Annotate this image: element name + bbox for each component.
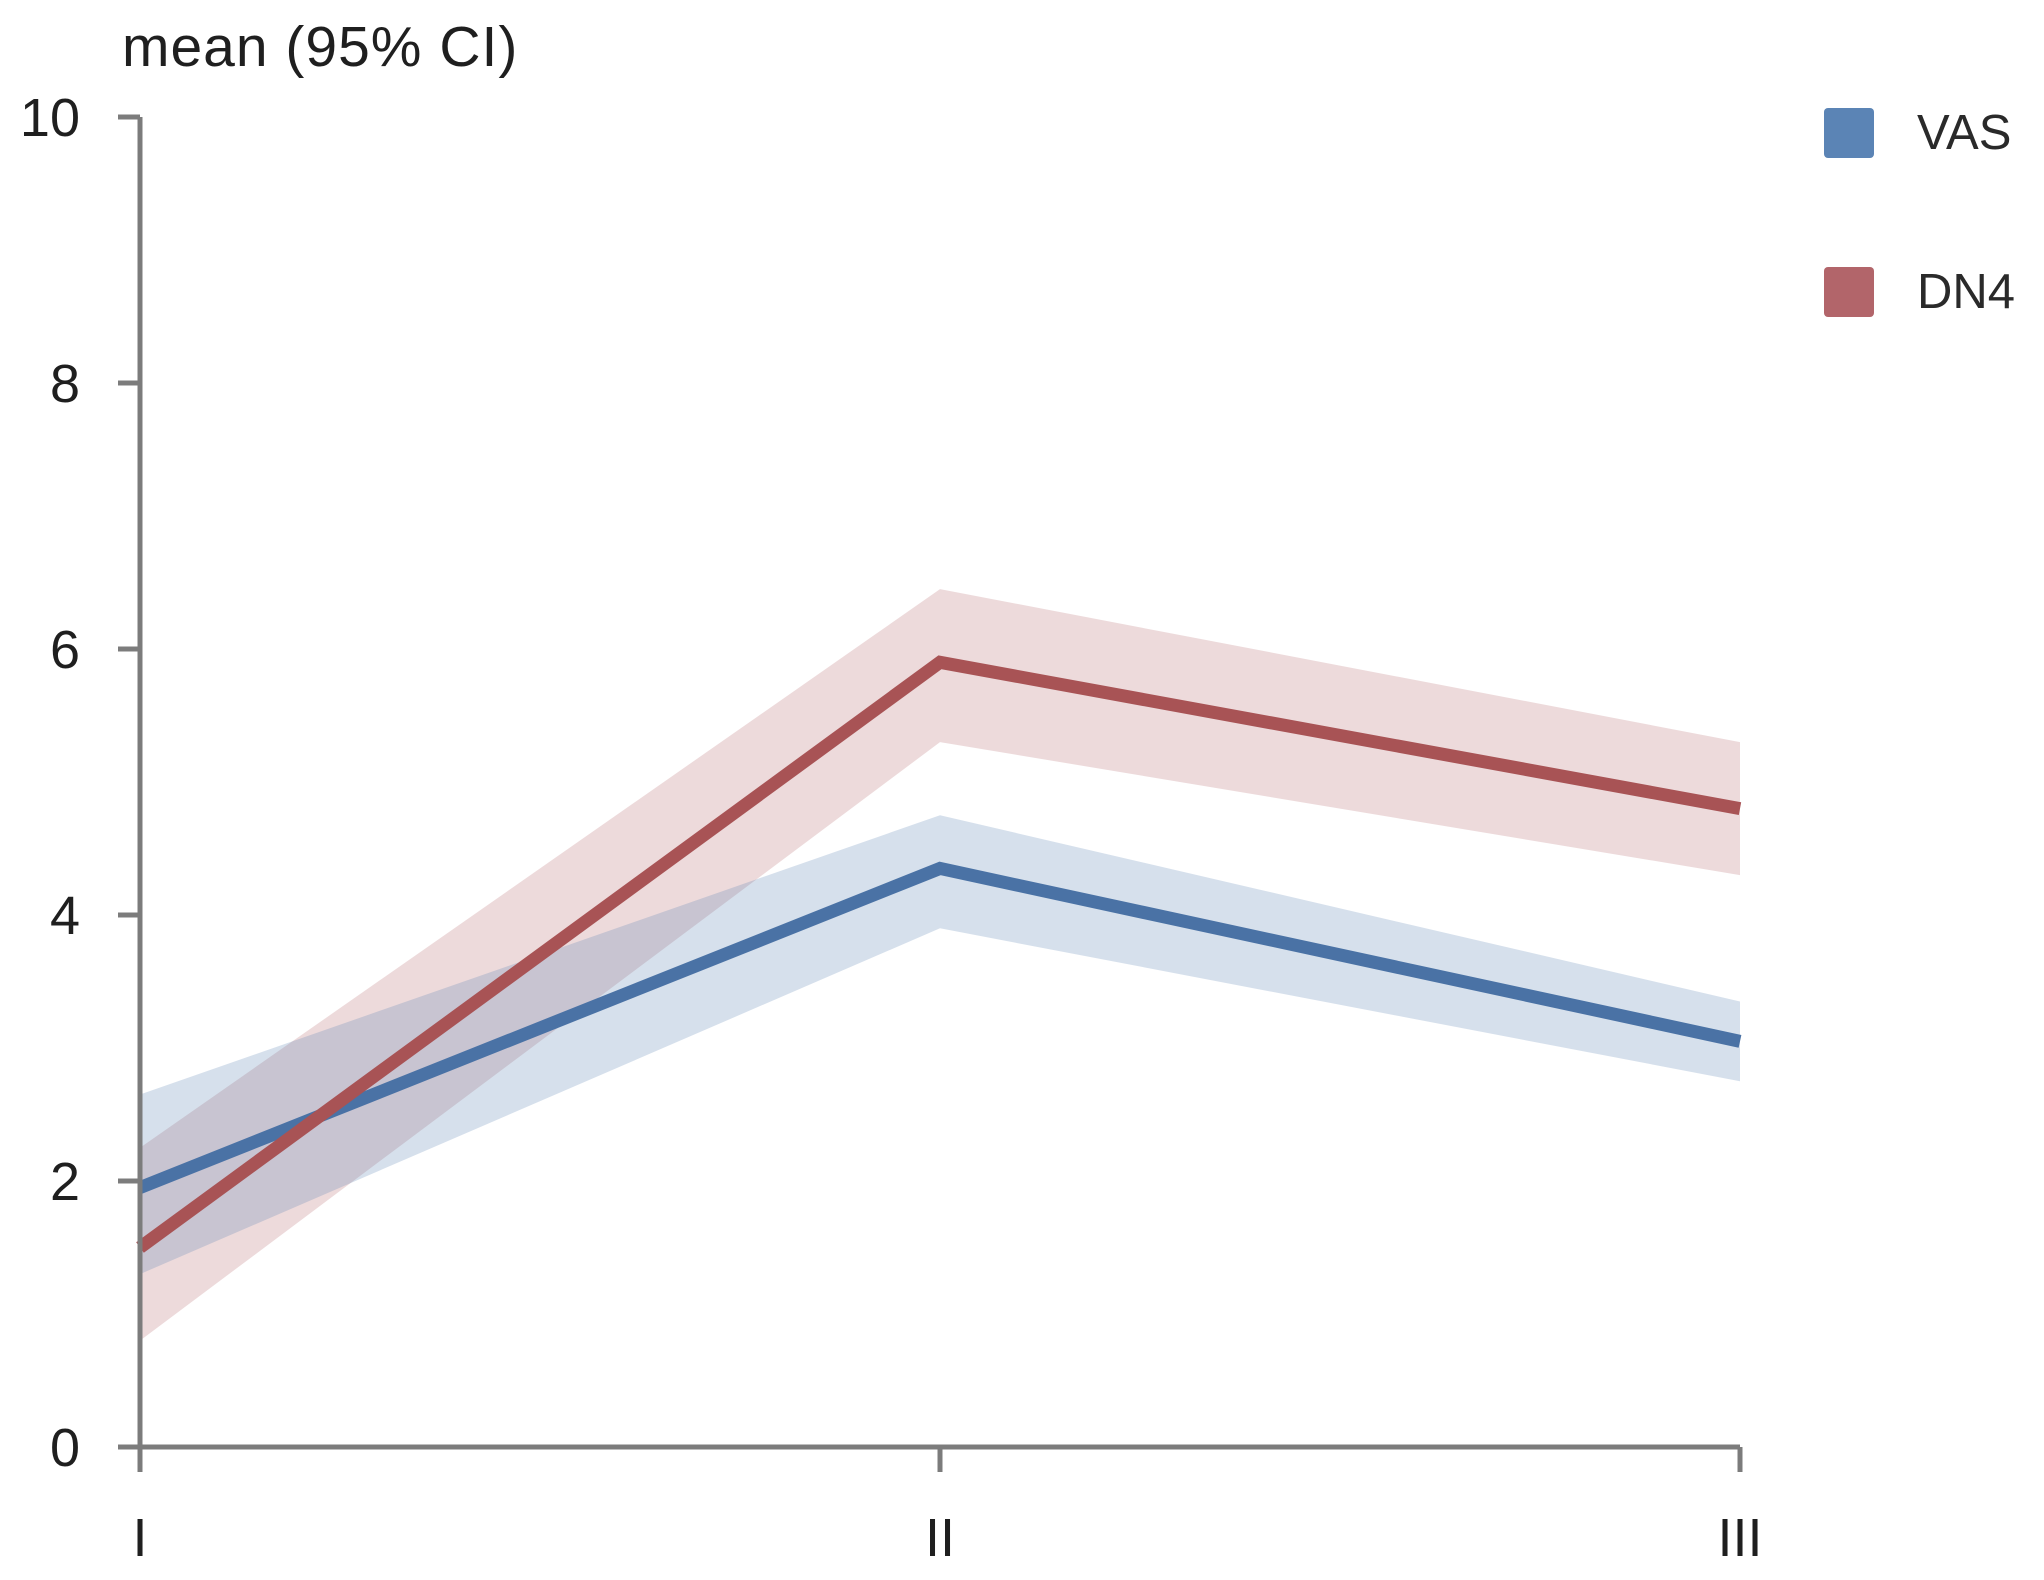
y-tick-label: 6 bbox=[50, 620, 80, 680]
y-tick-label: 4 bbox=[50, 886, 80, 946]
legend: VAS DN4 bbox=[1824, 108, 2015, 317]
dn4-legend-swatch-icon bbox=[1824, 267, 1874, 317]
x-tick-label: I bbox=[132, 1508, 147, 1568]
legend-item-vas: VAS bbox=[1824, 108, 2015, 158]
x-tick-label: III bbox=[1717, 1508, 1762, 1568]
x-tick-label: II bbox=[925, 1508, 955, 1568]
y-tick-label: 10 bbox=[20, 88, 80, 148]
vas-legend-swatch-icon bbox=[1824, 108, 1874, 158]
vas-mean-line bbox=[137, 861, 1742, 1194]
chart-title: mean (95% CI) bbox=[122, 15, 519, 79]
y-tick-label: 8 bbox=[50, 354, 80, 414]
dn4-mean-line bbox=[136, 655, 1742, 1253]
vas-ci-band bbox=[140, 815, 1740, 1275]
vas-legend-label: VAS bbox=[1917, 106, 2012, 160]
legend-item-dn4: DN4 bbox=[1824, 267, 2015, 317]
y-tick-label: 2 bbox=[50, 1152, 80, 1212]
dn4-ci-band bbox=[140, 589, 1740, 1341]
y-tick-label: 0 bbox=[50, 1418, 80, 1478]
dn4-legend-label: DN4 bbox=[1917, 265, 2016, 319]
